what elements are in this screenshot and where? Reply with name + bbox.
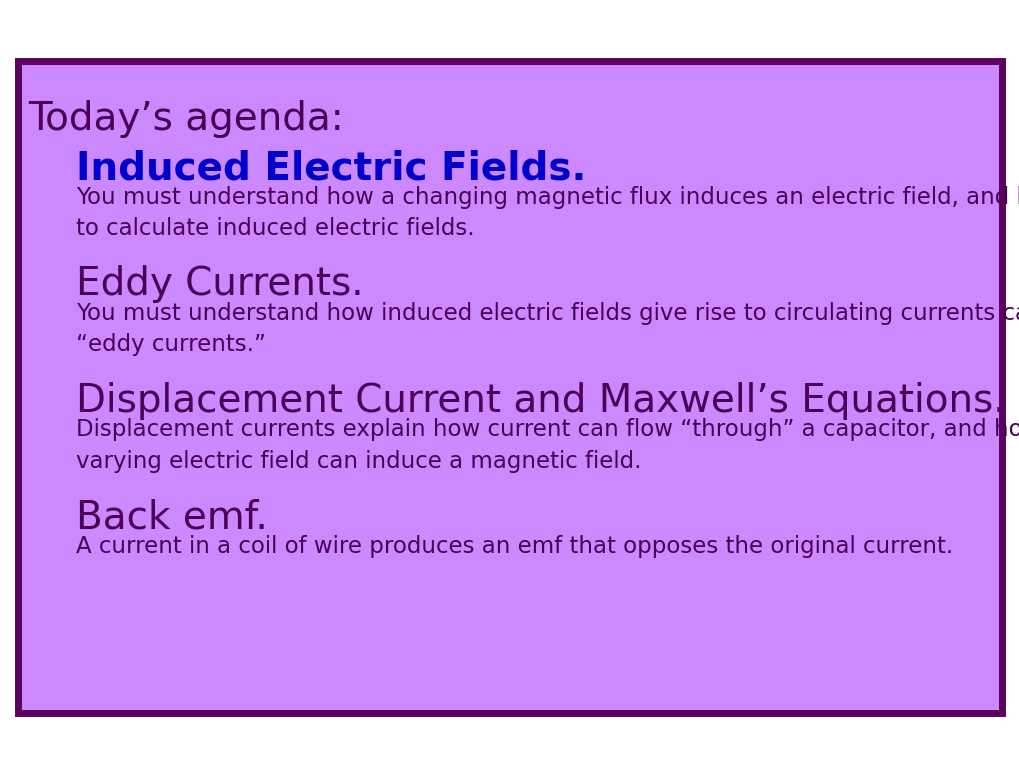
Text: Induced Electric Fields.: Induced Electric Fields. (76, 149, 586, 187)
Text: Eddy Currents.: Eddy Currents. (76, 265, 364, 304)
Text: A current in a coil of wire produces an emf that opposes the original current.: A current in a coil of wire produces an … (76, 535, 953, 558)
Text: You must understand how induced electric fields give rise to circulating current: You must understand how induced electric… (76, 302, 1019, 356)
Text: Back emf.: Back emf. (76, 498, 268, 536)
FancyBboxPatch shape (18, 61, 1001, 713)
Text: Displacement currents explain how current can flow “through” a capacitor, and ho: Displacement currents explain how curren… (76, 418, 1019, 473)
Text: Displacement Current and Maxwell’s Equations.: Displacement Current and Maxwell’s Equat… (76, 382, 1005, 420)
Text: You must understand how a changing magnetic flux induces an electric field, and : You must understand how a changing magne… (76, 186, 1019, 240)
Text: Today’s agenda:: Today’s agenda: (29, 99, 344, 138)
